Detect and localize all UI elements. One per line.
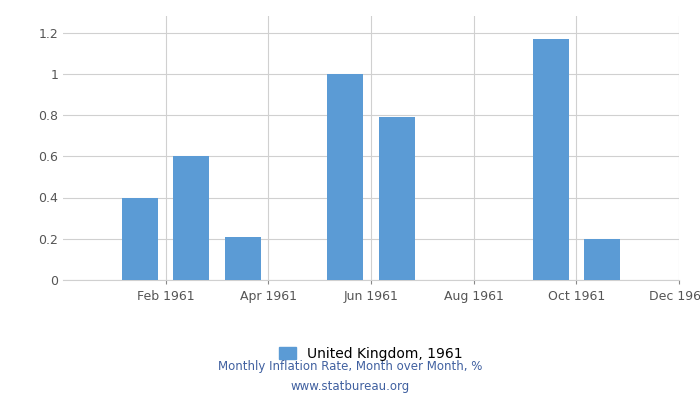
Bar: [328, 74, 363, 280]
Bar: [584, 239, 620, 280]
Bar: [533, 39, 568, 280]
Text: www.statbureau.org: www.statbureau.org: [290, 380, 410, 393]
Bar: [122, 198, 158, 280]
Bar: [379, 117, 414, 280]
Bar: [174, 156, 209, 280]
Legend: United Kingdom, 1961: United Kingdom, 1961: [272, 340, 470, 368]
Bar: [225, 237, 260, 280]
Text: Monthly Inflation Rate, Month over Month, %: Monthly Inflation Rate, Month over Month…: [218, 360, 482, 373]
